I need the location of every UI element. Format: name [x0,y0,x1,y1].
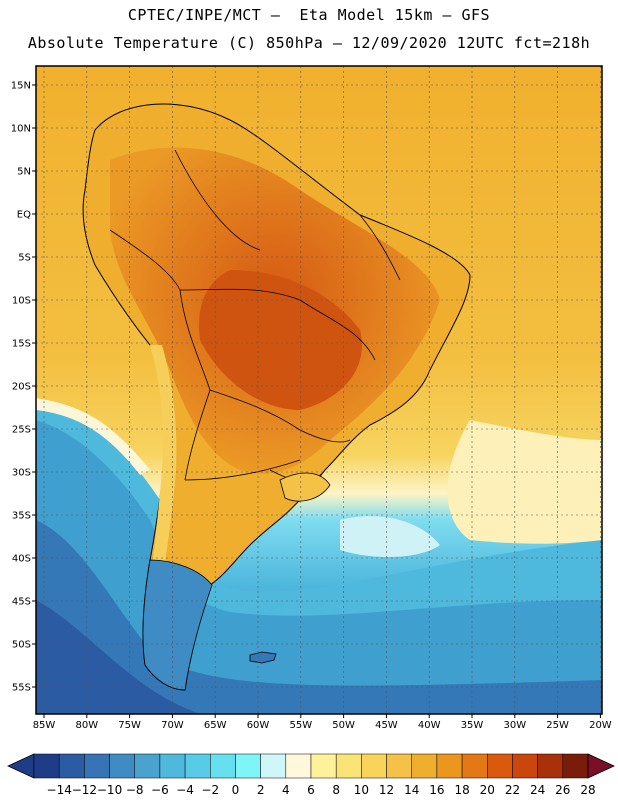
lat-label-10n: 10N [11,124,31,135]
colorbar-min-arrow [7,753,35,779]
lat-label-5n: 5N [17,167,31,178]
colorbar-tick-label: −8 [126,783,144,797]
lat-label-10s: 10S [12,296,31,307]
colorbar-tick-label: 12 [379,783,394,797]
lat-label-35s: 35S [12,511,31,522]
colorbar-swatch [159,753,186,779]
lon-label-30w: 30W [503,720,526,731]
map-frame [35,65,603,715]
lon-label-60w: 60W [247,720,270,731]
colorbar-swatch [109,753,135,779]
colorbar-swatch [285,753,312,779]
colorbar-tick-label: 18 [454,783,469,797]
colorbar-swatch [235,753,261,779]
lon-label-70w: 70W [161,720,184,731]
colorbar-swatch [436,753,463,779]
colorbar-swatch [562,753,589,779]
colorbar-tick-label: 26 [555,783,570,797]
lat-label-50s: 50S [12,640,31,651]
colorbar-swatch [487,753,513,779]
colorbar-swatch [386,753,412,779]
lon-label-85w: 85W [33,720,56,731]
lon-label-25w: 25W [546,720,569,731]
colorbar-tick-label: −12 [72,783,97,797]
colorbar-tick-label: 20 [480,783,495,797]
colorbar [7,753,615,779]
colorbar-tick-label: 10 [354,783,369,797]
lon-label-75w: 75W [118,720,141,731]
colorbar-swatch [361,753,387,779]
colorbar-tick-label: 24 [530,783,545,797]
map-title-line1: CPTEC/INPE/MCT – Eta Model 15km – GFS [127,6,491,24]
colorbar-tick-label: −6 [151,783,169,797]
lat-label-45s: 45S [12,597,31,608]
colorbar-swatch [184,753,211,779]
colorbar-swatch [411,753,438,779]
colorbar-swatch [310,753,337,779]
lon-label-35w: 35W [461,720,484,731]
lon-label-45w: 45W [375,720,398,731]
colorbar-tick-label: 0 [232,783,240,797]
colorbar-tick-label: −2 [201,783,219,797]
colorbar-tick-label: −4 [176,783,194,797]
colorbar-tick-label: 2 [257,783,265,797]
colorbar-swatch [537,753,564,779]
lat-label-40s: 40S [12,554,31,565]
lon-label-55w: 55W [289,720,312,731]
colorbar-swatch [58,753,85,779]
lon-label-80w: 80W [75,720,98,731]
colorbar-swatch [461,753,488,779]
colorbar-swatch [210,753,236,779]
lat-label-20s: 20S [12,382,31,393]
colorbar-tick-label: 28 [580,783,595,797]
lat-label-15s: 15S [12,339,31,350]
colorbar-tick-label: 4 [282,783,290,797]
colorbar-swatch [260,753,287,779]
colorbar-tick-label: 22 [505,783,520,797]
lon-label-65w: 65W [204,720,227,731]
lat-label-eq: EQ [17,210,31,221]
colorbar-tick-label: 6 [307,783,315,797]
colorbar-swatch [84,753,110,779]
colorbar-swatch [512,753,538,779]
lon-label-20w: 20W [589,720,612,731]
lat-lon-grid [36,66,602,714]
lon-label-50w: 50W [332,720,355,731]
lat-label-5s: 5S [18,253,31,264]
colorbar-tick-label: −14 [47,783,72,797]
map-title-line2: Absolute Temperature (C) 850hPa – 12/09/… [27,34,591,52]
colorbar-swatch [335,753,362,779]
lon-label-40w: 40W [418,720,441,731]
lat-label-30s: 30S [12,468,31,479]
colorbar-swatch [33,753,60,779]
colorbar-tick-label: 8 [332,783,340,797]
lat-label-15n: 15N [11,81,31,92]
south-america-landmass [82,103,471,691]
lat-label-25s: 25S [12,425,31,436]
colorbar-tick-label: 14 [404,783,419,797]
colorbar-tick-label: 16 [429,783,444,797]
colorbar-tick-label: −10 [97,783,122,797]
lat-label-55s: 55S [12,683,31,694]
colorbar-swatch [134,753,161,779]
colorbar-max-arrow [587,753,615,779]
